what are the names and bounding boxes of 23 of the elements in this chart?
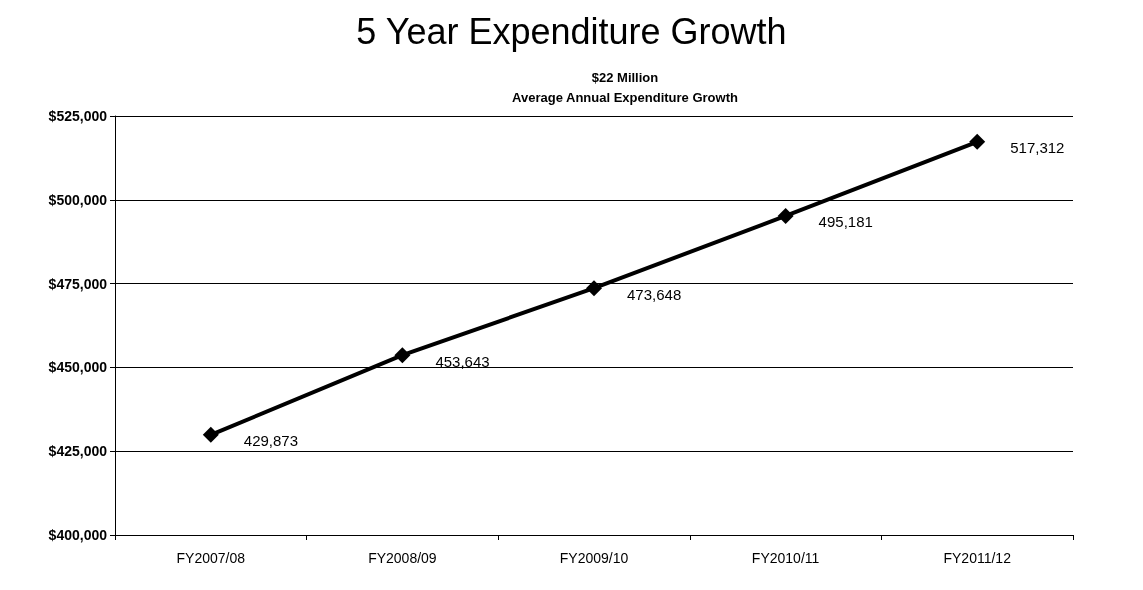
data-label: 453,643 [435, 352, 490, 370]
data-label: 517,312 [1010, 139, 1065, 157]
chart-subtitle: $22 Million Average Annual Expenditure Growth [512, 69, 738, 105]
x-tick-label: FY2008/09 [368, 550, 437, 566]
y-tick-label: $450,000 [48, 359, 108, 376]
x-tick-label: FY2009/10 [559, 550, 629, 566]
x-tick-label: FY2007/08 [176, 550, 246, 566]
point [394, 347, 411, 364]
data-label: 495,181 [818, 213, 873, 231]
y-tick-label: $400,000 [48, 527, 108, 543]
chart-title: 5 Year Expenditure Growth [356, 10, 787, 52]
data-label: 473,648 [627, 285, 682, 303]
data-label: 429,873 [243, 432, 299, 450]
y-tick-label: $525,000 [48, 108, 108, 124]
x-tick-label: FY2011/12 [943, 550, 1012, 566]
y-tick-label: $475,000 [48, 275, 108, 292]
x-tick-label: FY2010/11 [751, 550, 820, 566]
y-tick-label: $425,000 [48, 443, 108, 460]
point [777, 207, 794, 224]
point [586, 280, 602, 297]
point [202, 426, 219, 443]
y-tick-label: $500,000 [48, 191, 108, 208]
point [969, 133, 986, 150]
